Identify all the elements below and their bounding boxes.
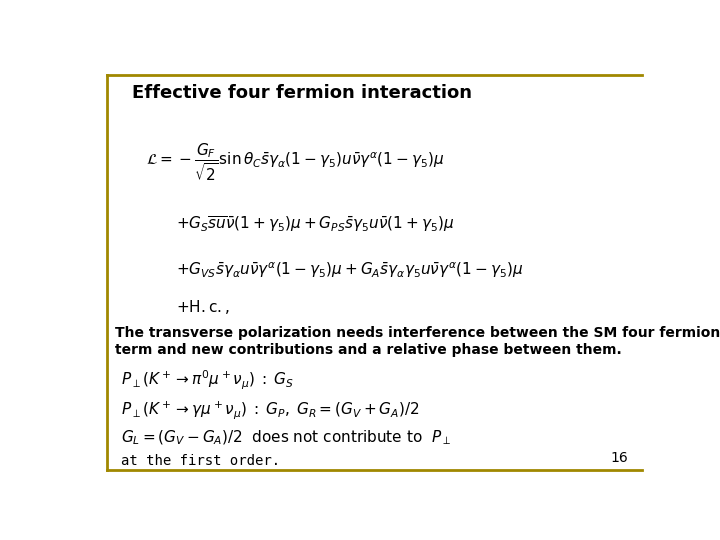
Text: at the first order.: at the first order.: [121, 454, 280, 468]
Text: $+G_S\overline{su}\bar{\nu}(1+\gamma_5)\mu+G_{PS}\bar{s}\gamma_5 u\bar{\nu}(1+\g: $+G_S\overline{su}\bar{\nu}(1+\gamma_5)\…: [176, 214, 455, 234]
Text: $G_L = (G_V - G_A)/2$  does not contribute to  $P_\perp$: $G_L = (G_V - G_A)/2$ does not contribut…: [121, 429, 451, 447]
Text: The transverse polarization needs interference between the SM four fermion: The transverse polarization needs interf…: [115, 326, 720, 340]
Text: term and new contributions and a relative phase between them.: term and new contributions and a relativ…: [115, 343, 622, 357]
Text: $P_\perp(K^+ \to \pi^0\mu^+\nu_\mu)\; :\; G_S$: $P_\perp(K^+ \to \pi^0\mu^+\nu_\mu)\; :\…: [121, 369, 294, 393]
Text: $+G_{VS}\bar{s}\gamma_\alpha u\bar{\nu}\gamma^\alpha(1-\gamma_5)\mu+G_A\bar{s}\g: $+G_{VS}\bar{s}\gamma_\alpha u\bar{\nu}\…: [176, 260, 524, 280]
Text: Effective four fermion interaction: Effective four fermion interaction: [132, 84, 472, 102]
Text: $+\mathrm{H.c.,}$: $+\mathrm{H.c.,}$: [176, 298, 230, 316]
Text: $\mathcal{L}= -\dfrac{G_F}{\sqrt{2}}\sin\theta_C \bar{s}\gamma_\alpha(1-\gamma_5: $\mathcal{L}= -\dfrac{G_F}{\sqrt{2}}\sin…: [145, 141, 444, 183]
Text: $P_\perp(K^+ \to \gamma\mu^+\nu_\mu)\; :\; G_P,\; G_R = (G_V + G_A)/2$: $P_\perp(K^+ \to \gamma\mu^+\nu_\mu)\; :…: [121, 400, 419, 421]
Text: 16: 16: [611, 451, 629, 465]
